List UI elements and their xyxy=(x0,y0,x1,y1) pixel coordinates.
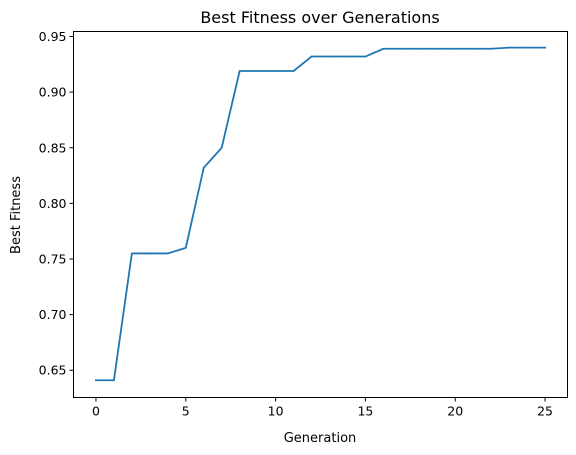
data-point xyxy=(310,55,313,58)
x-tick-label: 5 xyxy=(182,404,190,419)
data-point xyxy=(148,252,151,255)
data-point xyxy=(544,46,546,49)
data-point xyxy=(328,55,331,58)
data-point xyxy=(526,46,528,49)
data-point xyxy=(508,46,511,49)
series-line xyxy=(95,46,546,382)
tick-group: 0 5 10 15 20 25 0.65 0.70 0.75 0.80 0.85 0.90 0.95 xyxy=(39,29,553,418)
data-point xyxy=(364,55,367,58)
y-axis-label: Best Fitness xyxy=(9,176,24,254)
x-tick-label: 25 xyxy=(537,404,553,419)
data-point xyxy=(418,47,421,50)
data-point xyxy=(346,55,349,58)
data-point xyxy=(382,47,385,50)
y-tick-label: 0.75 xyxy=(39,251,67,266)
data-point xyxy=(220,146,223,149)
x-tick-label: 0 xyxy=(92,404,100,419)
data-point xyxy=(490,47,493,50)
x-tick-label: 20 xyxy=(447,404,463,419)
y-tick-label: 0.85 xyxy=(39,140,67,155)
data-point xyxy=(95,379,97,382)
x-axis-label: Generation xyxy=(284,431,357,446)
data-point xyxy=(130,252,133,255)
data-point xyxy=(238,70,241,72)
data-point xyxy=(454,47,457,50)
data-point xyxy=(472,47,475,50)
y-tick-label: 0.80 xyxy=(39,196,67,211)
y-tick-label: 0.90 xyxy=(39,85,67,100)
x-tick-label: 15 xyxy=(357,404,373,419)
data-point xyxy=(113,379,115,382)
data-point xyxy=(256,70,259,72)
y-tick-label: 0.65 xyxy=(39,363,67,378)
chart-title: Best Fitness over Generations xyxy=(200,8,439,27)
y-tick-label: 0.95 xyxy=(39,29,67,44)
plot-series-group xyxy=(95,46,546,382)
data-point xyxy=(292,70,295,72)
data-point xyxy=(436,47,439,50)
plot-frame xyxy=(73,31,568,398)
data-point xyxy=(184,246,187,249)
data-point xyxy=(274,70,277,72)
data-point xyxy=(400,47,403,50)
x-tick-label: 10 xyxy=(268,404,284,419)
data-point xyxy=(202,166,205,169)
data-point xyxy=(166,252,169,255)
y-tick-label: 0.70 xyxy=(39,307,67,322)
